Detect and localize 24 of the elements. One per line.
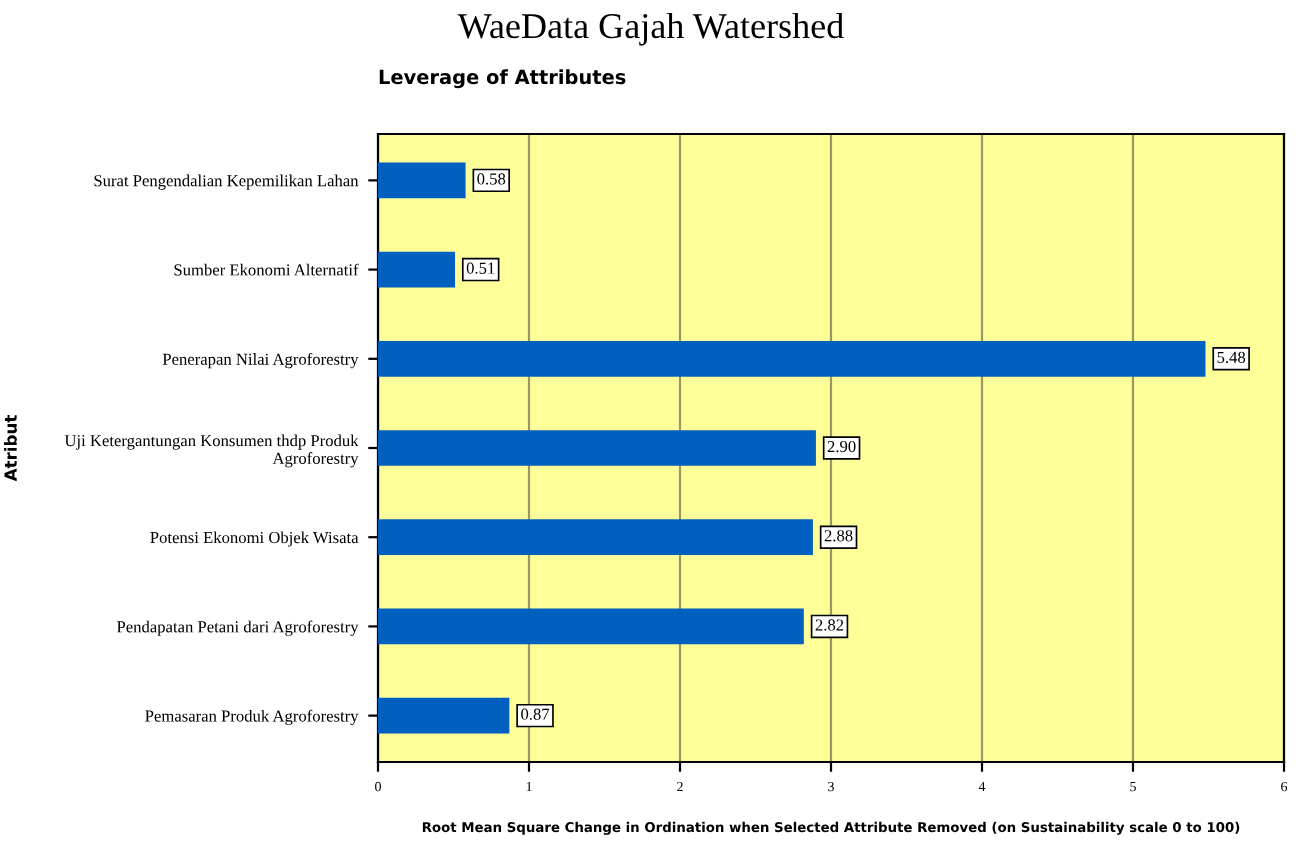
- bar: [378, 430, 816, 466]
- data-label: 2.88: [824, 530, 853, 542]
- y-tick-label: Surat Pengendalian Kepemilikan Lahan: [94, 174, 359, 190]
- text: WaeData Gajah Watershed: [457, 12, 844, 46]
- y-axis-title: Atribut: [4, 415, 17, 482]
- bar: [378, 608, 804, 645]
- data-label: 0.58: [477, 173, 506, 185]
- data-label: 2.82: [815, 619, 844, 631]
- bar: [378, 697, 510, 734]
- y-tick-label: Potensi Ekonomi Objek Wisata: [150, 531, 359, 547]
- y-tick-label: Uji Ketergantungan Konsumen thdp Produk Agroforestry: [64, 434, 359, 468]
- data-label: 0.51: [466, 262, 495, 274]
- data-label: 5.48: [1217, 351, 1246, 364]
- chart-title: Leverage of Attributes: [379, 69, 626, 89]
- y-tick-label: Pemasaran Produk Agroforestry: [145, 709, 359, 726]
- bar: [378, 251, 456, 288]
- bar: [378, 340, 1206, 377]
- data-label: 0.87: [521, 708, 550, 720]
- data-label: 2.90: [827, 440, 856, 453]
- y-tick-label: Sumber Ekonomi Alternatif: [174, 263, 359, 276]
- y-tick-label: Penerapan Nilai Agroforestry: [162, 352, 359, 369]
- bar: [378, 162, 466, 199]
- y-tick-label: Pendapatan Petani dari Agroforestry: [116, 620, 359, 636]
- bar: [378, 519, 813, 556]
